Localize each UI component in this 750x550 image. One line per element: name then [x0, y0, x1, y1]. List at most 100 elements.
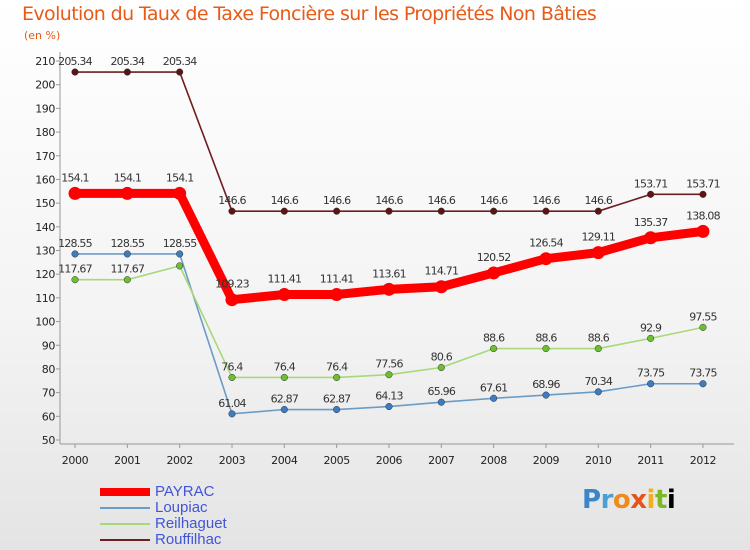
logo-letter: i	[646, 485, 656, 515]
data-point-loupiac	[176, 250, 184, 258]
data-label-loupiac: 128.55	[163, 237, 197, 250]
data-point-loupiac	[542, 391, 550, 399]
data-point-reilhaguet	[123, 276, 131, 284]
data-label-reilhaguet: 80.6	[431, 351, 453, 364]
data-point-loupiac	[228, 410, 236, 418]
data-label-reilhaguet: 97.55	[689, 310, 717, 323]
data-label-payrac: 129.11	[581, 231, 615, 244]
x-tick-label: 2008	[480, 454, 507, 467]
data-label-loupiac: 62.87	[271, 393, 299, 406]
logo-letter: o	[612, 485, 631, 515]
data-label-rouffilhac: 146.6	[480, 194, 508, 207]
x-tick-label: 2004	[271, 454, 298, 467]
data-label-rouffilhac: 146.6	[323, 194, 351, 207]
data-point-payrac	[539, 252, 553, 266]
data-point-rouffilhac	[280, 207, 288, 215]
data-point-rouffilhac	[594, 207, 602, 215]
data-label-reilhaguet: 88.6	[535, 332, 557, 345]
x-tick-label: 2012	[690, 454, 716, 467]
logo-letter: P	[582, 485, 601, 515]
data-label-payrac: 154.1	[166, 171, 194, 184]
y-tick-label: 170	[35, 150, 55, 163]
data-point-reilhaguet	[699, 323, 707, 331]
data-label-reilhaguet: 76.4	[274, 360, 296, 373]
data-point-loupiac	[699, 380, 707, 388]
y-tick-label: 50	[42, 434, 56, 447]
data-point-reilhaguet	[542, 345, 550, 353]
y-tick-label: 160	[35, 173, 55, 186]
data-point-payrac	[434, 280, 448, 294]
data-point-loupiac	[385, 402, 393, 411]
y-tick-label: 210	[35, 55, 55, 68]
y-tick-label: 70	[42, 387, 56, 400]
y-tick-label: 120	[35, 268, 55, 281]
legend-swatch-loupiac	[100, 507, 150, 509]
data-label-rouffilhac: 205.34	[110, 55, 144, 68]
data-point-loupiac	[490, 394, 498, 402]
data-point-reilhaguet	[333, 373, 341, 382]
data-point-payrac	[120, 186, 134, 200]
y-tick-label: 150	[35, 197, 55, 210]
x-tick-label: 2001	[114, 454, 140, 467]
legend-item-reilhaguet[interactable]: Reilhaguet	[100, 515, 320, 532]
data-label-loupiac: 128.55	[58, 237, 92, 250]
data-label-rouffilhac: 153.71	[634, 177, 668, 190]
data-point-rouffilhac	[490, 207, 498, 215]
data-point-loupiac	[280, 405, 288, 414]
data-point-payrac	[696, 224, 710, 238]
data-point-loupiac	[333, 405, 341, 414]
data-point-payrac	[173, 186, 187, 200]
data-label-loupiac: 128.55	[110, 237, 144, 250]
data-label-rouffilhac: 205.34	[163, 55, 197, 68]
data-point-reilhaguet	[647, 334, 655, 342]
data-label-loupiac: 73.75	[689, 367, 717, 380]
data-point-reilhaguet	[280, 373, 288, 382]
data-label-payrac: 113.61	[372, 267, 406, 280]
data-label-rouffilhac: 205.34	[58, 55, 92, 68]
y-tick-label: 90	[42, 339, 56, 352]
data-point-reilhaguet	[385, 371, 393, 379]
data-point-rouffilhac	[123, 68, 131, 76]
y-tick-label: 100	[35, 316, 55, 329]
legend-item-loupiac[interactable]: Loupiac	[100, 499, 320, 516]
data-point-reilhaguet	[71, 276, 79, 284]
x-tick-label: 2007	[428, 454, 455, 467]
data-label-payrac: 109.23	[215, 278, 249, 291]
data-point-loupiac	[71, 250, 79, 258]
data-label-payrac: 111.41	[267, 273, 301, 286]
data-label-payrac: 114.71	[424, 265, 458, 278]
y-tick-label: 190	[35, 102, 55, 115]
data-point-payrac	[225, 293, 239, 307]
y-tick-label: 110	[35, 292, 55, 305]
data-label-payrac: 154.1	[114, 171, 142, 184]
data-point-rouffilhac	[542, 207, 550, 215]
data-label-reilhaguet: 117.67	[58, 263, 92, 276]
x-tick-label: 2002	[166, 454, 192, 467]
y-tick-label: 200	[35, 79, 55, 92]
x-tick-label: 2003	[219, 454, 246, 467]
proxiti-logo: Proxiti	[582, 485, 676, 515]
data-label-loupiac: 67.61	[480, 381, 508, 394]
logo-letter: r	[600, 485, 614, 515]
data-point-loupiac	[647, 380, 655, 388]
legend-item-rouffilhac[interactable]: Rouffilhac	[100, 531, 320, 548]
data-point-rouffilhac	[699, 190, 707, 198]
x-tick-label: 2000	[62, 454, 89, 467]
data-label-reilhaguet: 76.4	[221, 360, 243, 373]
data-point-reilhaguet	[176, 262, 184, 270]
logo-letter: i	[666, 485, 676, 515]
data-label-payrac: 111.41	[320, 273, 354, 286]
chart-title: Evolution du Taux de Taxe Foncière sur l…	[22, 3, 597, 25]
y-tick-label: 140	[35, 221, 55, 234]
data-point-payrac	[330, 288, 344, 302]
y-tick-label: 130	[35, 245, 55, 258]
data-label-rouffilhac: 146.6	[532, 194, 560, 207]
legend-swatch-reilhaguet	[100, 523, 150, 525]
data-label-reilhaguet: 88.6	[483, 332, 505, 345]
data-label-payrac: 126.54	[529, 237, 563, 250]
legend-item-payrac[interactable]: PAYRAC	[100, 483, 320, 500]
data-label-rouffilhac: 146.6	[218, 194, 246, 207]
data-point-payrac	[591, 246, 605, 260]
x-tick-label: 2009	[533, 454, 560, 467]
data-label-loupiac: 73.75	[637, 367, 665, 380]
